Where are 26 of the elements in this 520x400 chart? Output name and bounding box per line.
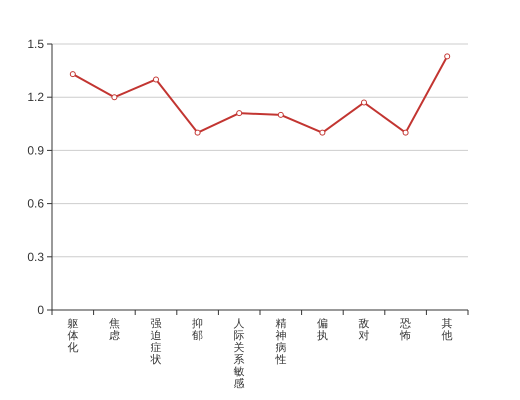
- x-tick-label: 精神病性: [274, 318, 286, 366]
- point: [444, 53, 450, 60]
- y-tick-label: 0: [37, 303, 44, 317]
- point: [361, 100, 367, 106]
- point: [70, 71, 76, 78]
- point: [236, 110, 242, 116]
- y-tick-label: 0.6: [27, 196, 44, 211]
- y-tick-label: 0.9: [27, 143, 44, 158]
- y-tick-label: 1.2: [27, 90, 44, 104]
- x-tick-label: 人际关系敏感: [234, 318, 245, 390]
- point: [402, 130, 409, 136]
- x-tick-label: 其他: [442, 317, 453, 342]
- x-tick-label: 强迫症状: [150, 318, 162, 366]
- y-tick-label: 1.5: [27, 37, 44, 51]
- point: [153, 76, 159, 82]
- point: [278, 112, 284, 118]
- point: [111, 94, 118, 100]
- x-tick-label: 抑郁: [192, 318, 204, 342]
- x-tick-label: 躯体化: [67, 318, 78, 354]
- x-tick-label: 敌对: [358, 318, 370, 342]
- point: [194, 130, 201, 136]
- x-tick-label: 偏执: [316, 318, 328, 342]
- x-tick-label: 焦虑: [108, 318, 120, 342]
- x-tick-label: 恐怖: [399, 318, 412, 342]
- y-tick-label: 0.3: [27, 250, 44, 264]
- point: [319, 130, 326, 136]
